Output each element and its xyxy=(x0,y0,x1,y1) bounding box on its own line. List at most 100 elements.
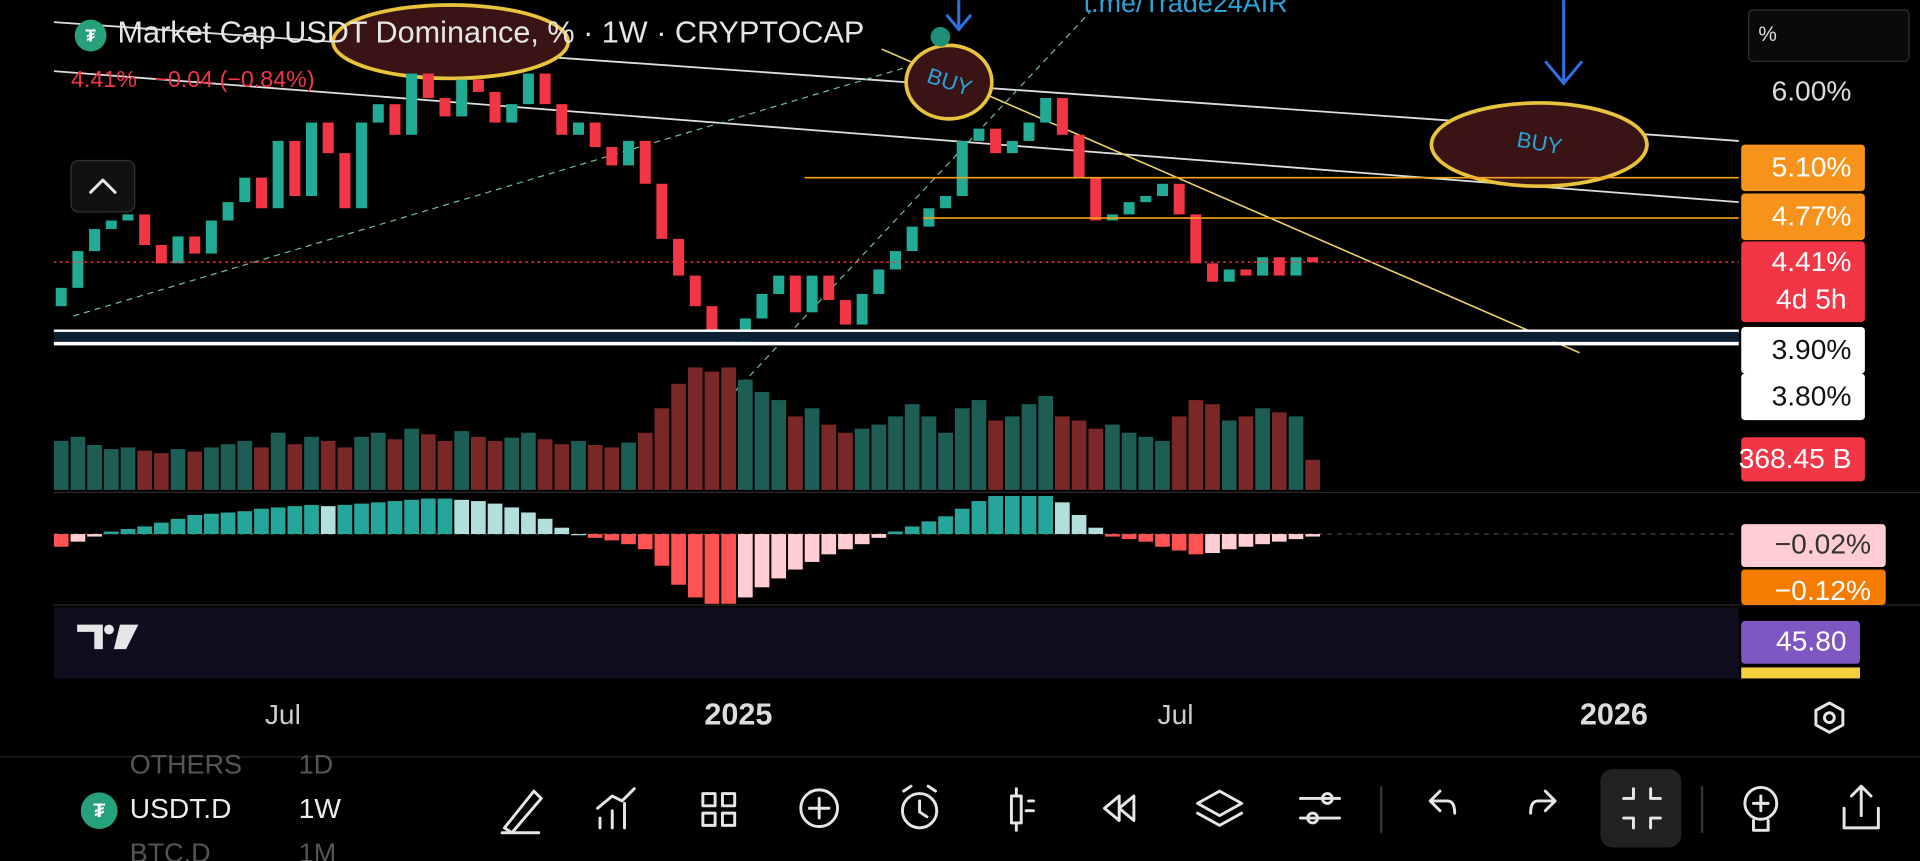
fullscreen-button[interactable] xyxy=(1600,769,1682,848)
replay-icon[interactable] xyxy=(1103,794,1136,822)
volume-bar xyxy=(387,439,403,490)
candle-body xyxy=(673,238,685,276)
macd-bar xyxy=(854,534,870,545)
time-label: 2026 xyxy=(1580,698,1648,732)
macd-bar xyxy=(954,508,970,535)
candle-body xyxy=(122,214,134,221)
macd-bar xyxy=(103,531,119,535)
redo-icon[interactable] xyxy=(1529,789,1557,815)
draw-icon[interactable] xyxy=(500,789,543,835)
volume-bar xyxy=(487,440,503,490)
volume-bar xyxy=(437,440,453,490)
volume-bar xyxy=(204,447,219,490)
macd-bar xyxy=(637,534,653,550)
macd-bar xyxy=(587,534,603,538)
chevron-icon xyxy=(89,178,117,194)
volume-bar xyxy=(287,444,303,490)
volume-bar xyxy=(604,447,620,490)
volume-bar xyxy=(1288,416,1304,490)
volume-bar xyxy=(537,439,553,490)
macd-bar xyxy=(1171,534,1187,551)
alert-icon[interactable] xyxy=(900,792,939,830)
volume-bar xyxy=(904,404,920,490)
volume-bar xyxy=(237,440,253,490)
ideas-icon[interactable] xyxy=(1743,785,1779,821)
volume-bar xyxy=(471,436,486,490)
interval-list-item[interactable]: 1D xyxy=(299,750,333,780)
drawings xyxy=(53,0,1739,393)
layers-icon[interactable] xyxy=(1196,789,1244,827)
macd-bar xyxy=(204,513,219,535)
price-label: 6.00% xyxy=(1772,76,1852,107)
volume-bar xyxy=(671,383,686,490)
indicator-icon[interactable] xyxy=(596,787,636,830)
candle-body xyxy=(456,79,468,117)
undo-icon[interactable] xyxy=(1428,789,1457,815)
volume-bar xyxy=(571,440,586,490)
time-label: Jul xyxy=(265,699,301,730)
macd-bar xyxy=(304,504,319,535)
macd-bar xyxy=(1188,534,1204,555)
candle-body xyxy=(55,287,67,307)
macd-bar xyxy=(1121,534,1137,540)
scale-unit-box[interactable] xyxy=(1747,9,1910,62)
volume-bar xyxy=(137,450,152,490)
candle-body xyxy=(1090,177,1102,221)
candle-body xyxy=(522,73,534,105)
candle-body xyxy=(306,122,318,197)
symbol-list-item[interactable]: BTC.D xyxy=(130,838,211,861)
macd-bar xyxy=(420,498,436,535)
chart-type-icon[interactable] xyxy=(1009,787,1035,832)
macd-bar xyxy=(888,531,903,535)
share-icon[interactable] xyxy=(1842,784,1880,830)
candle-body xyxy=(105,220,117,230)
highlight-ellipse xyxy=(331,3,570,81)
volume-bar xyxy=(53,440,69,490)
macd-label-box xyxy=(1741,524,1886,568)
candle-body xyxy=(372,104,384,123)
price-label-box xyxy=(1741,144,1865,192)
collapse-button[interactable] xyxy=(70,159,136,213)
volume-bar xyxy=(1205,404,1220,490)
symbol-list-item[interactable]: OTHERS xyxy=(130,750,242,780)
macd-bar xyxy=(838,534,853,550)
volume-bar xyxy=(587,444,603,490)
candle-body xyxy=(289,140,301,197)
toolbar-symbol[interactable]: USDT.D xyxy=(130,793,232,824)
macd-bar xyxy=(554,527,570,535)
last-price-label: 4.41% xyxy=(1772,246,1852,277)
candle-body xyxy=(890,251,902,270)
macd-bar xyxy=(187,515,203,535)
macd-bar xyxy=(270,507,286,535)
macd-bar xyxy=(737,534,753,598)
volume-label: 368.45 B xyxy=(1739,443,1852,474)
macd-bar xyxy=(904,526,920,535)
toolbar-interval[interactable]: 1W xyxy=(299,793,342,824)
candle-body xyxy=(689,275,701,307)
candle-body xyxy=(1006,140,1018,154)
volume-bar xyxy=(1021,404,1037,490)
fullscreen-icon xyxy=(1622,787,1662,830)
volume-bar xyxy=(120,447,136,490)
volume-bar xyxy=(370,432,386,490)
candle-body xyxy=(1140,196,1152,203)
interval-list-item[interactable]: 1M xyxy=(299,838,336,861)
volume-bar xyxy=(1171,416,1187,490)
macd-bar xyxy=(1205,534,1220,554)
volume-bar xyxy=(1221,420,1237,490)
candle-body xyxy=(439,98,451,117)
candle-body xyxy=(656,183,668,239)
layout-icon[interactable] xyxy=(701,792,737,827)
price-change: −0.04 (−0.84%) xyxy=(154,66,314,92)
macd-bar xyxy=(170,518,186,535)
volume-bar xyxy=(737,379,753,490)
add-icon[interactable] xyxy=(799,788,840,829)
macd-bar xyxy=(471,501,486,535)
volume-bar xyxy=(420,434,436,490)
rsi-label-box xyxy=(1741,620,1860,664)
macd-bar xyxy=(1055,502,1070,535)
price-label: 4.77% xyxy=(1772,200,1852,231)
settings-icon[interactable] xyxy=(1814,701,1845,734)
volume-bar xyxy=(621,442,636,490)
candle-body xyxy=(539,73,551,105)
